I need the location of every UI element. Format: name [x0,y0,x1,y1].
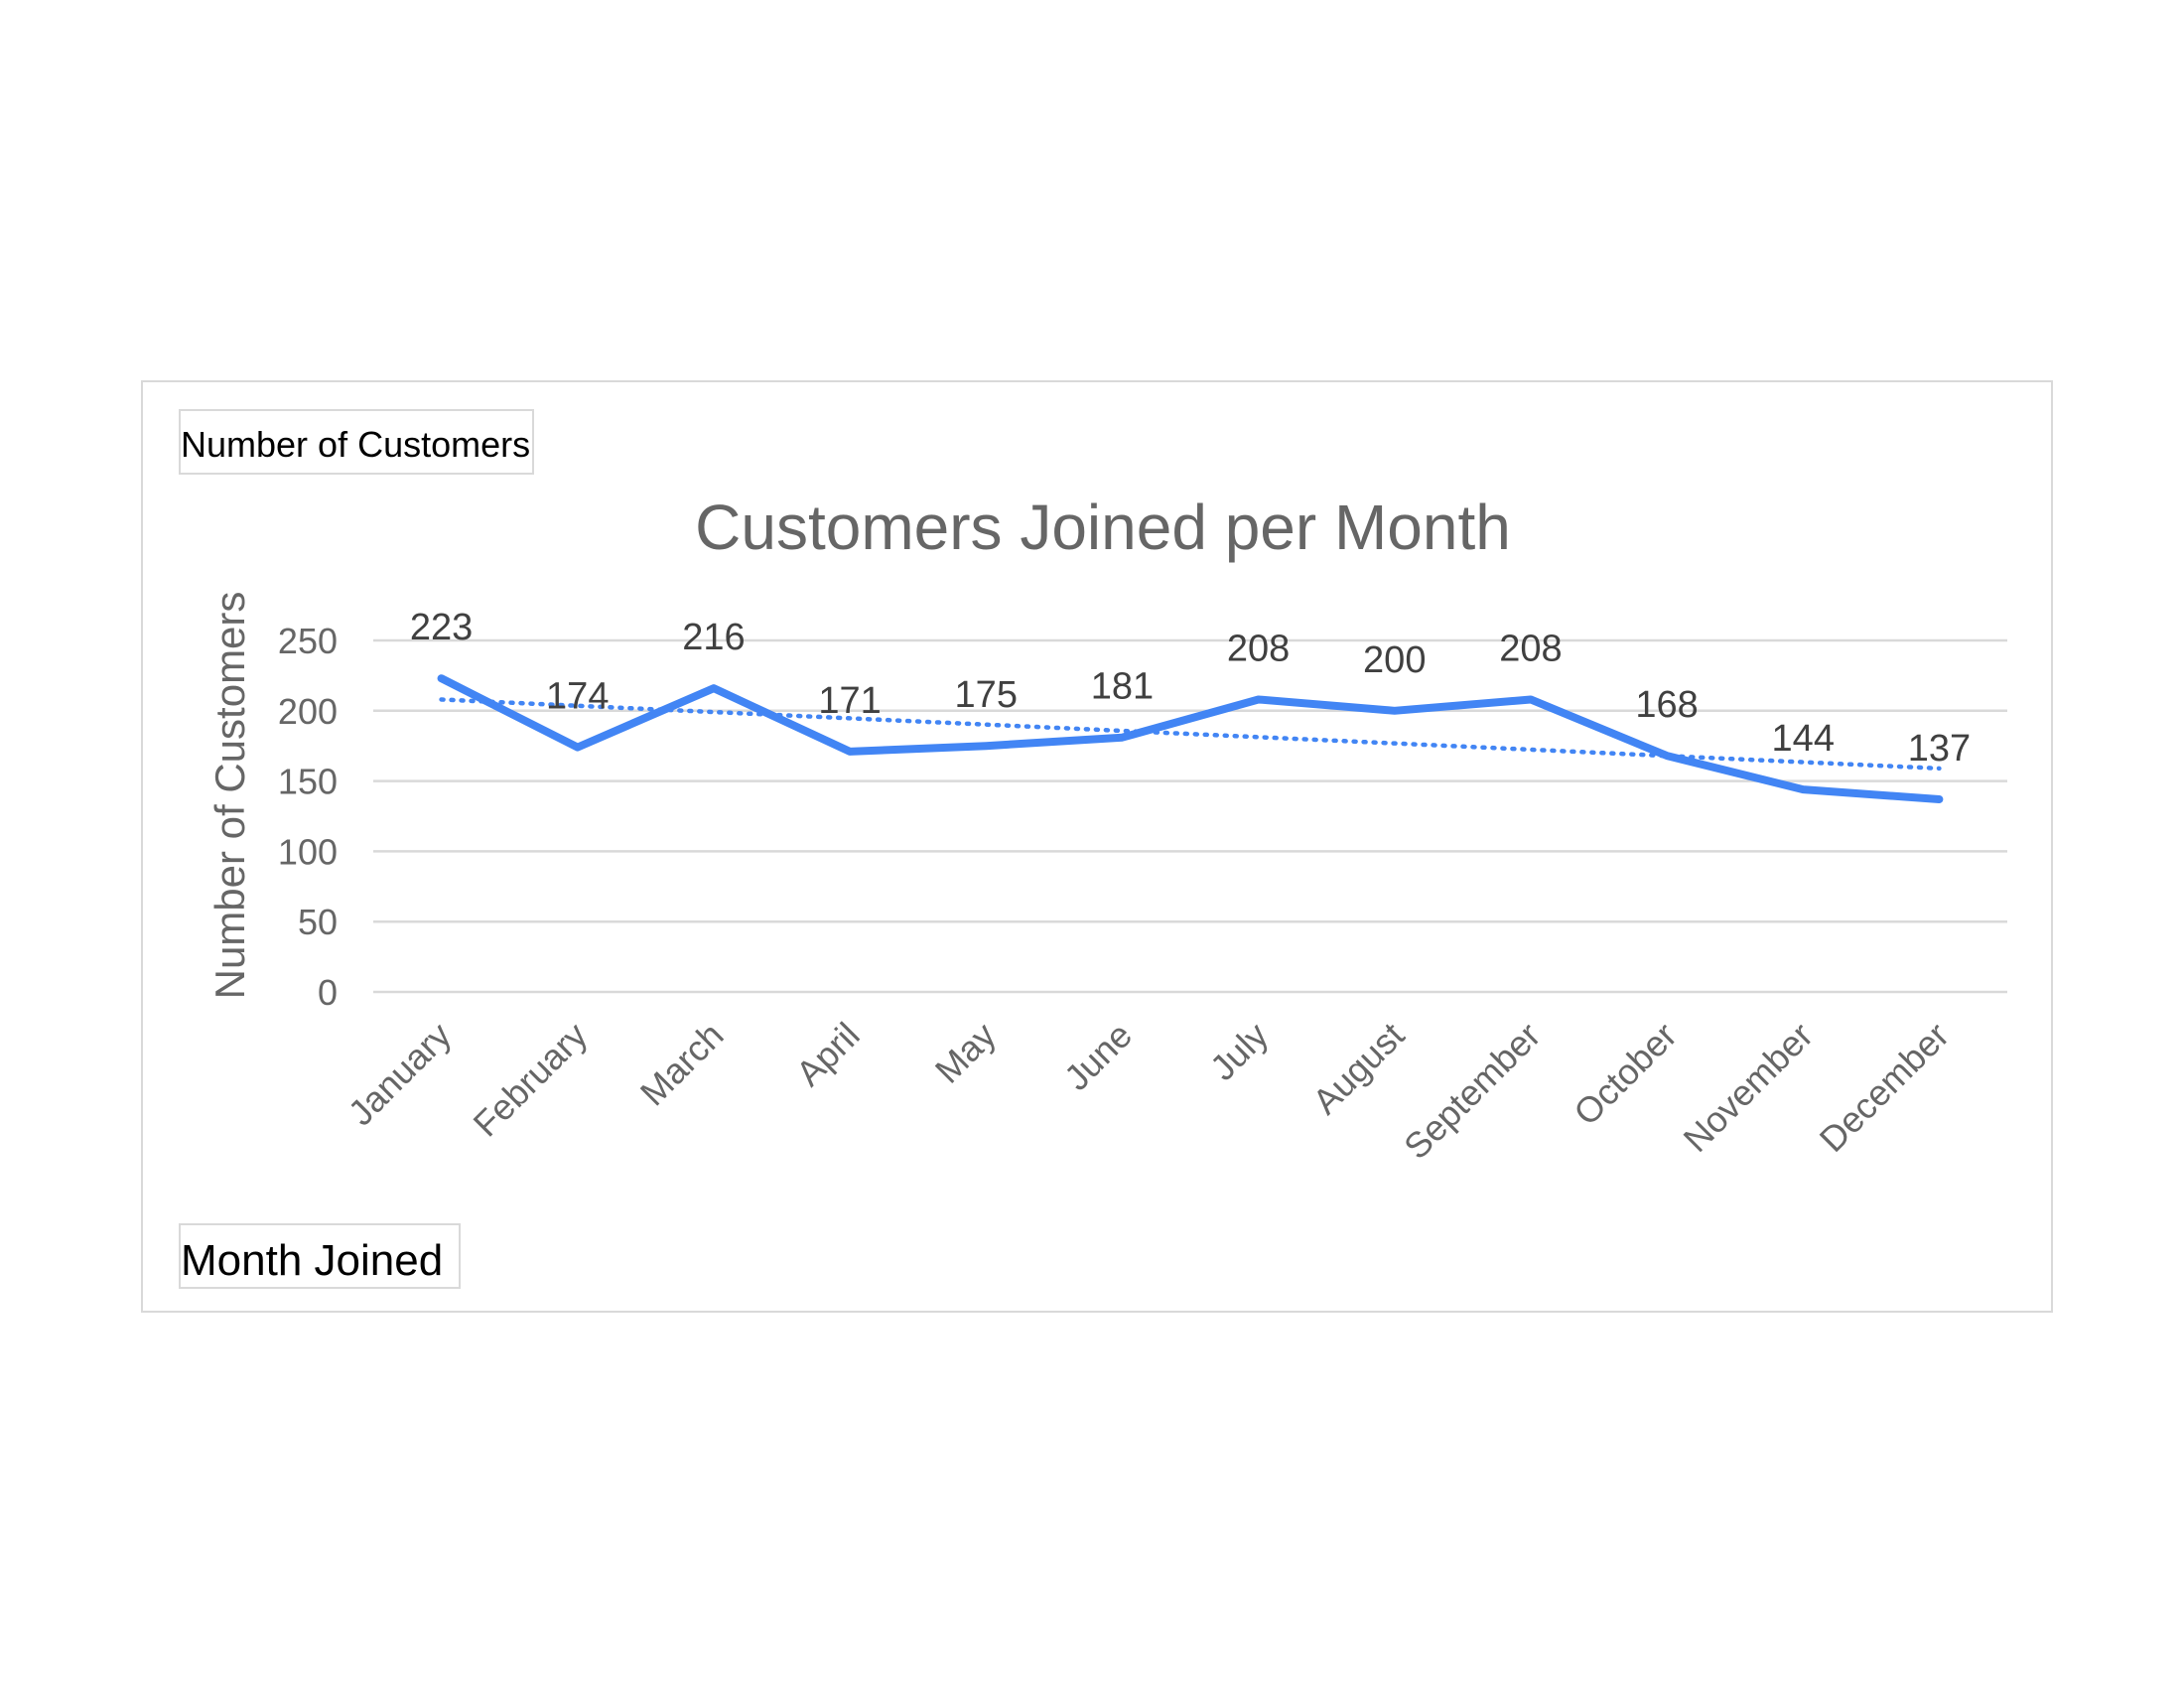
data-label-march: 216 [682,617,745,658]
x-tick-label-december: December [1812,1015,1957,1160]
data-label-august: 200 [1363,639,1426,681]
y-tick-label-50: 50 [298,902,338,942]
series-group [437,674,1944,804]
y-tick-label-150: 150 [278,762,338,802]
x-tick-label-march: March [632,1015,732,1114]
data-point-september [1530,698,1532,700]
x-axis-title-box: Month Joined [179,1223,462,1289]
data-point-january [441,677,443,679]
data-point-april [849,751,851,753]
series-line-0 [437,674,1944,804]
data-point-july [1258,698,1260,700]
data-label-september: 208 [1499,628,1562,669]
x-tick-label-june: June [1056,1015,1140,1098]
x-tick-label-september: September [1396,1015,1549,1168]
y-tick-label-250: 250 [278,621,338,661]
chart-title: Customers Joined per Month [695,492,1511,563]
x-tick-label-may: May [927,1015,1004,1091]
x-tick-label-august: August [1304,1015,1412,1122]
data-label-december: 137 [1908,728,1971,770]
data-label-july: 208 [1227,628,1290,669]
x-tick-label-november: November [1675,1015,1820,1160]
x-tick-label-january: January [341,1015,460,1134]
data-point-may [985,745,987,747]
y-axis-title-box: Number of Customers [179,409,535,475]
chart-svg: 0 50 100 150 200 250 January February March Apri… [206,492,2007,1168]
data-point-march [713,687,715,689]
data-point-june [1121,737,1123,739]
data-point-november [1802,788,1804,790]
data-point-october [1666,755,1668,757]
data-label-june: 181 [1091,666,1154,708]
data-point-december [1938,798,1940,800]
y-tick-label-0: 0 [318,972,338,1013]
data-label-may: 175 [955,674,1018,716]
data-point-august [1394,710,1396,712]
y-tick-label-100: 100 [278,831,338,872]
chart-frame: 0 50 100 150 200 250 January February March Apri… [141,380,2053,1313]
trendline [439,697,1942,772]
data-label-november: 144 [1772,718,1835,760]
gridlines [373,638,2007,994]
x-tick-label-october: October [1566,1015,1685,1134]
x-tick-label-july: July [1202,1015,1276,1088]
y-tick-label-200: 200 [278,691,338,732]
data-label-april: 171 [818,680,881,722]
data-label-january: 223 [410,607,473,648]
data-label-february: 174 [546,676,609,718]
x-tick-labels: January February March April May June July Augu… [341,1015,1957,1168]
x-tick-label-april: April [788,1015,868,1094]
y-tick-labels: 0 50 100 150 200 250 [278,621,338,1013]
data-point-february [577,747,579,749]
data-labels: 223 174 216 171 175 181 208 200 208 168 144 137 [410,607,1971,770]
trendline-group [439,697,1942,772]
data-label-october: 168 [1635,684,1698,726]
x-tick-label-february: February [466,1015,596,1145]
y-axis-title: Number of Customers [206,592,253,1000]
